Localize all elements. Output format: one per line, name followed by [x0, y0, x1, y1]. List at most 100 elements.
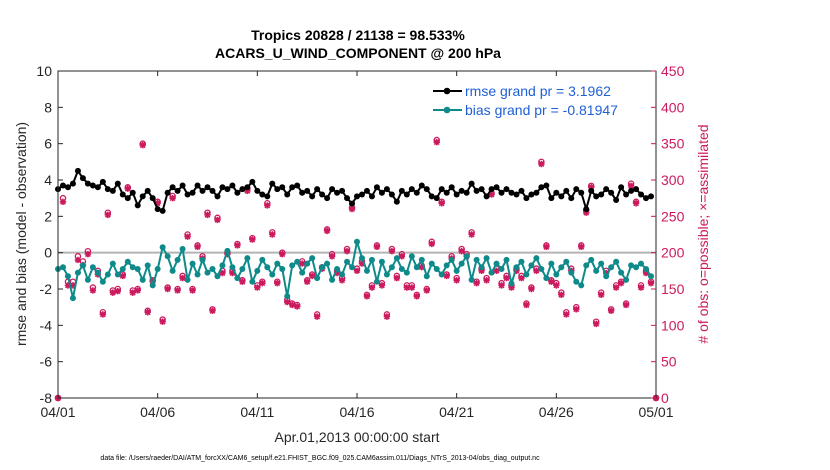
bias-point: [538, 266, 545, 273]
bias-point: [408, 253, 415, 260]
rmse-point: [59, 182, 66, 189]
rmse-point: [134, 202, 141, 209]
obs-assimilated-marker: [597, 291, 605, 299]
obs-assimilated-marker: [388, 248, 396, 255]
rmse-point: [299, 189, 306, 196]
bias-point: [294, 258, 301, 265]
rmse-point: [304, 187, 311, 194]
obs-assimilated-marker: [483, 277, 490, 284]
bias-point: [548, 260, 555, 267]
rmse-point: [643, 195, 650, 202]
rmse-point: [428, 193, 435, 200]
bias-point: [234, 275, 241, 282]
rmse-point: [79, 175, 86, 182]
rmse-point: [398, 187, 405, 194]
rmse-point: [358, 191, 365, 198]
rmse-point: [403, 191, 410, 198]
obs-assimilated-marker: [219, 269, 226, 277]
bias-point: [159, 244, 166, 251]
obs-assimilated-marker: [493, 267, 500, 275]
obs-assimilated-marker: [602, 269, 610, 277]
y2-tick-label: 450: [661, 63, 685, 79]
bias-point: [633, 264, 640, 271]
obs-assimilated-marker: [254, 284, 261, 291]
bias-point: [518, 258, 525, 265]
obs-assimilated-marker: [234, 242, 241, 249]
rmse-point: [324, 195, 331, 202]
obs-assimilated-marker: [637, 284, 645, 291]
rmse-point: [314, 186, 321, 193]
obs-assimilated-marker: [363, 293, 371, 300]
bias-point: [104, 271, 111, 278]
y-tick-label: 2: [44, 208, 52, 224]
obs-assimilated-marker: [627, 182, 635, 190]
bias-point: [443, 262, 450, 269]
y2-tick-label: 250: [661, 208, 685, 224]
rmse-series: [55, 167, 655, 214]
rmse-point: [618, 184, 625, 191]
rmse-point: [388, 191, 395, 198]
bias-point: [628, 262, 635, 269]
bias-point: [638, 260, 645, 267]
rmse-point: [179, 182, 186, 189]
bias-point: [448, 256, 455, 263]
legend: rmse grand pr = 3.1962 bias grand pr = -…: [430, 80, 648, 122]
rmse-point: [478, 186, 485, 193]
rmse-point: [473, 187, 480, 194]
bias-point: [289, 262, 296, 269]
obs-assimilated-marker: [244, 187, 251, 195]
obs-assimilated-marker: [249, 236, 256, 243]
obs-assimilated-marker: [169, 194, 176, 202]
bias-point: [458, 260, 465, 267]
bias-point: [528, 262, 535, 269]
rmse-point: [74, 167, 81, 174]
rmse-point: [204, 184, 211, 191]
y-axis-right: 0 50 100 150 200 250 300 350 400 450: [651, 63, 685, 406]
rmse-point: [413, 189, 420, 196]
bias-point: [84, 276, 91, 283]
bias-point: [319, 264, 326, 271]
y-axis-label: rmse and bias (model - observation): [13, 122, 29, 346]
obs-assimilated-marker: [229, 269, 236, 277]
bias-point: [304, 260, 311, 267]
rmse-point: [378, 189, 385, 196]
bias-point: [334, 266, 341, 273]
obs-assimilated-marker: [423, 287, 430, 294]
bias-point: [199, 256, 206, 263]
bias-point: [588, 256, 595, 263]
obs-assimilated-marker: [129, 289, 136, 296]
obs-assimilated-marker: [588, 184, 595, 191]
obs-assimilated-marker: [368, 284, 376, 291]
rmse-point: [94, 184, 101, 191]
bias-series: [55, 238, 655, 302]
rmse-point: [144, 187, 151, 194]
bias-point: [189, 260, 196, 267]
obs-assimilated-marker: [159, 318, 166, 325]
y2-tick-label: 0: [661, 390, 669, 406]
bias-point: [144, 262, 151, 269]
bias-point: [324, 260, 331, 267]
bias-point: [329, 276, 336, 283]
obs-assimilated-marker: [174, 287, 181, 294]
bias-point: [618, 269, 625, 276]
rmse-point: [543, 182, 550, 189]
obs-assimilated-marker: [573, 306, 580, 313]
rmse-point: [468, 180, 475, 187]
rmse-point: [438, 186, 445, 193]
obs-assimilated-marker: [612, 284, 620, 291]
rmse-point: [309, 193, 316, 200]
obs-assimilated-marker: [513, 267, 520, 275]
x-tick-label: 04/01: [40, 404, 75, 420]
bias-point: [388, 264, 395, 271]
rmse-point: [513, 191, 520, 198]
bias-point: [174, 256, 181, 263]
obs-assimilated-marker: [184, 233, 191, 240]
bias-point: [209, 266, 216, 273]
obs-assimilated-marker: [333, 269, 341, 277]
bias-point: [623, 276, 630, 283]
rmse-point: [418, 182, 425, 189]
rmse-point: [154, 206, 161, 213]
bias-point: [363, 267, 370, 274]
obs-assimilated-marker: [308, 272, 316, 280]
